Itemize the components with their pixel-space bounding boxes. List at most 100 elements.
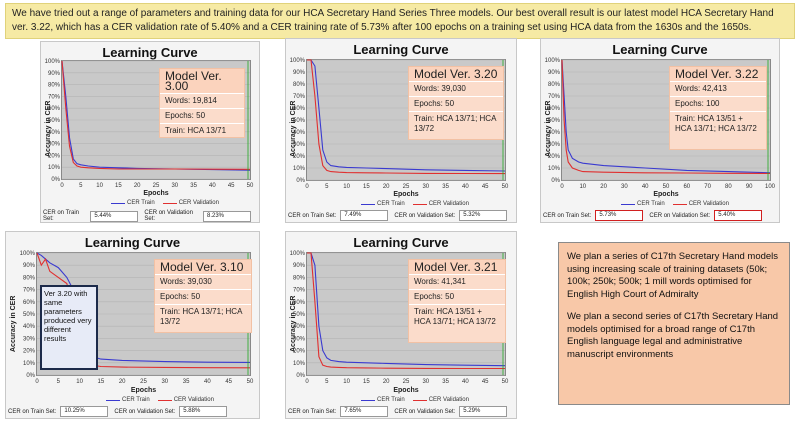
chart-title: Learning Curve xyxy=(353,235,449,250)
y-tick-label: 0% xyxy=(551,178,560,184)
x-tick-label: 25 xyxy=(403,379,410,385)
y-tick-label: 70% xyxy=(548,94,561,100)
y-tick-label: 0% xyxy=(26,373,35,379)
y-tick-label: 60% xyxy=(23,300,36,306)
x-tick-label: 0 xyxy=(560,184,564,190)
x-tick-label: 10 xyxy=(579,184,586,190)
y-tick-label: 40% xyxy=(293,130,306,136)
plan-paragraph-1: We plan a series of C17th Secretary Hand… xyxy=(567,251,779,300)
x-tick-label: 40 xyxy=(462,379,469,385)
y-tick-label: 10% xyxy=(293,166,306,172)
x-tick-label: 0 xyxy=(35,379,39,385)
x-tick-label: 40 xyxy=(204,379,211,385)
series-line-train xyxy=(307,252,506,367)
version-note: Ver 3.20 with same parameters produced v… xyxy=(40,285,98,370)
x-tick-label: 45 xyxy=(228,183,235,189)
model-epochs: Epochs: 50 xyxy=(160,108,244,123)
y-tick-label: 50% xyxy=(548,118,561,124)
cer-footer: CER on Train Set: 7.49% CER on Validatio… xyxy=(288,210,514,221)
x-tick-label: 30 xyxy=(171,183,178,189)
x-tick-label: 40 xyxy=(209,183,216,189)
series-line-validation xyxy=(307,59,506,175)
x-tick-label: 10 xyxy=(343,184,350,190)
x-tick-label: 15 xyxy=(363,379,370,385)
model-words: Words: 39,030 xyxy=(409,81,503,96)
chart-legend: CER Train CER Validation xyxy=(361,397,469,403)
y-tick-label: 10% xyxy=(48,165,61,171)
chart-legend: CER Train CER Validation xyxy=(106,397,214,403)
model-words: Words: 41,341 xyxy=(409,274,505,289)
x-tick-label: 0 xyxy=(60,183,64,189)
model-name: Model Ver. 3.10 xyxy=(155,260,251,274)
y-tick-label: 20% xyxy=(23,349,36,355)
model-epochs: Epochs: 50 xyxy=(409,289,505,304)
legend-val-swatch xyxy=(412,399,427,401)
x-tick-label: 20 xyxy=(134,183,141,189)
y-tick-label: 50% xyxy=(293,312,306,318)
y-tick-label: 60% xyxy=(48,106,61,112)
legend-val-label: CER Validation xyxy=(178,200,219,206)
model-words: Words: 39,030 xyxy=(155,274,251,289)
x-tick-label: 5 xyxy=(57,379,61,385)
x-tick-label: 20 xyxy=(383,379,390,385)
legend-val-label: CER Validation xyxy=(428,397,469,403)
x-axis-label: Epochs xyxy=(143,190,169,197)
legend-val-swatch xyxy=(157,399,172,401)
cer-train-label: CER on Train Set: xyxy=(288,408,337,415)
x-tick-label: 15 xyxy=(98,379,105,385)
legend-val-label: CER Validation xyxy=(428,201,469,207)
cer-train-label: CER on Train Set: xyxy=(288,212,337,219)
x-axis-label: Epochs xyxy=(393,387,419,394)
y-tick-label: 50% xyxy=(23,312,36,318)
x-tick-label: 40 xyxy=(642,184,649,190)
y-tick-label: 40% xyxy=(48,130,61,136)
x-axis-label: Epochs xyxy=(130,387,157,394)
model-train-data: Train: HCA 13/51 + HCA 13/71; HCA 13/72 xyxy=(670,111,766,136)
chart-panel-3-21: Learning Curve Accuracy in CER 100% 90% 80… xyxy=(285,231,517,419)
y-tick-label: 30% xyxy=(293,336,306,342)
model-name: Model Ver. 3.00 xyxy=(160,69,244,93)
chart-title: Learning Curve xyxy=(102,45,198,60)
model-epochs: Epochs: 50 xyxy=(155,289,251,304)
cer-val-value: 5.29% xyxy=(459,406,508,417)
y-tick-label: 80% xyxy=(548,82,561,88)
y-tick-label: 40% xyxy=(23,324,36,330)
x-tick-label: 100 xyxy=(765,184,776,190)
y-tick-label: 10% xyxy=(548,166,561,172)
y-tick-label: 30% xyxy=(293,142,306,148)
y-tick-label: 100% xyxy=(290,58,306,64)
y-tick-label: 80% xyxy=(293,275,306,281)
y-tick-label: 60% xyxy=(293,106,306,112)
cer-val-label: CER on Validation Set: xyxy=(114,408,176,415)
cer-train-value: 7.49% xyxy=(340,210,389,221)
cer-val-label: CER on Validation Set: xyxy=(144,210,193,222)
y-axis-label: Accuracy in CER xyxy=(10,295,17,352)
model-words: Words: 42,413 xyxy=(670,81,766,96)
x-tick-label: 35 xyxy=(190,183,197,189)
chart-panel-3-22: Learning Curve Accuracy in CER 100% 90% 80… xyxy=(540,38,780,223)
legend-val-swatch xyxy=(162,202,177,204)
model-train-data: Train: HCA 13/51 + HCA 13/71; HCA 13/72 xyxy=(409,304,505,329)
x-tick-label: 10 xyxy=(76,379,83,385)
y-tick-label: 70% xyxy=(48,94,61,100)
x-tick-label: 25 xyxy=(403,184,410,190)
cer-train-label: CER on Train Set: xyxy=(543,212,592,219)
cer-val-value: 8.23% xyxy=(203,210,251,222)
cer-val-label: CER on Validation Set: xyxy=(394,408,456,415)
x-tick-label: 15 xyxy=(363,184,370,190)
legend-val-label: CER Validation xyxy=(173,397,214,403)
x-tick-label: 30 xyxy=(161,379,168,385)
x-tick-label: 45 xyxy=(225,379,232,385)
y-tick-label: 80% xyxy=(293,82,306,88)
cer-train-value: 5.73% xyxy=(595,210,644,221)
x-tick-label: 5 xyxy=(325,184,329,190)
y-tick-label: 90% xyxy=(548,70,561,76)
model-info-box: Model Ver. 3.22 Words: 42,413 Epochs: 10… xyxy=(669,66,767,150)
x-tick-label: 25 xyxy=(140,379,147,385)
x-tick-label: 90 xyxy=(746,184,753,190)
x-tick-label: 20 xyxy=(119,379,126,385)
chart-legend: CER Train CER Validation xyxy=(361,201,469,207)
chart-svg: 100% 90% 80% 70% 60% 50% 40% 30% 20% 10% 0%0 5 10 15 2… xyxy=(45,59,254,189)
y-tick-label: 20% xyxy=(293,154,306,160)
y-tick-label: 70% xyxy=(23,288,36,294)
